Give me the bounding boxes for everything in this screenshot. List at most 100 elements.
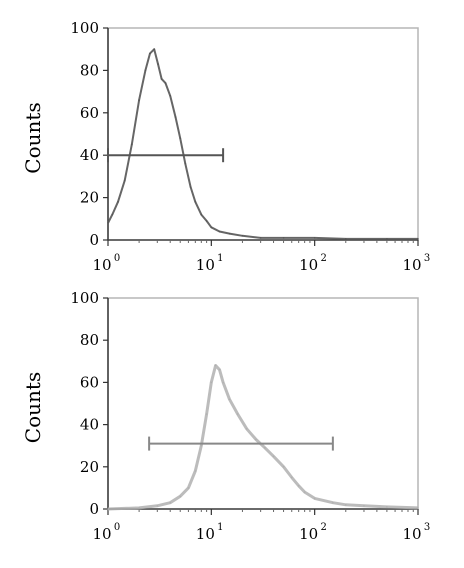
y-tick-label: 40 (80, 416, 99, 434)
y-axis-label: Counts (21, 102, 45, 173)
x-tick-exponent: 2 (320, 253, 326, 264)
y-tick-label: 40 (80, 146, 99, 164)
data-point (303, 491, 306, 493)
data-point (205, 413, 208, 415)
y-tick-label: 0 (89, 500, 99, 518)
data-point (157, 63, 159, 65)
x-tick-base: 10 (299, 256, 318, 274)
data-point (272, 455, 275, 458)
x-tick-base: 10 (92, 525, 111, 543)
data-point (153, 48, 156, 50)
data-point (417, 238, 419, 240)
x-tick-exponent: 2 (320, 522, 326, 533)
plot-frame (107, 27, 419, 241)
y-tick-label: 100 (70, 19, 99, 37)
data-point (156, 505, 159, 507)
data-point (179, 137, 182, 140)
data-point (218, 230, 221, 233)
data-point (214, 364, 217, 367)
data-point (189, 186, 192, 188)
x-tick-base: 10 (402, 256, 421, 274)
data-point (111, 213, 114, 216)
data-point (138, 99, 140, 101)
data-point (218, 368, 221, 371)
data-point (169, 501, 172, 504)
data-point (417, 507, 419, 509)
data-point (174, 116, 177, 118)
data-point (200, 444, 203, 447)
data-point (313, 237, 316, 239)
data-point (386, 506, 388, 508)
data-point (164, 82, 167, 84)
data-point (259, 237, 262, 239)
data-point (184, 162, 187, 165)
data-point (187, 487, 190, 489)
data-point (245, 428, 248, 430)
x-tick-base: 10 (299, 525, 318, 543)
data-point (255, 438, 257, 441)
x-tick-label: 10 3 (402, 253, 430, 274)
x-tick-exponent: 0 (114, 253, 120, 264)
data-point (210, 226, 213, 229)
y-tick-label: 60 (80, 104, 99, 122)
x-tick-exponent: 0 (114, 522, 120, 533)
data-point (194, 201, 197, 203)
histogram-line (107, 48, 418, 240)
data-point (205, 220, 208, 222)
y-tick-label: 20 (80, 189, 99, 207)
data-point (313, 497, 316, 500)
data-point (149, 52, 151, 55)
data-point (107, 508, 109, 510)
data-point (131, 143, 133, 146)
x-tick-base: 10 (196, 525, 215, 543)
histogram-line (107, 364, 419, 511)
data-point (236, 413, 239, 415)
data-point (107, 222, 109, 224)
data-point (386, 238, 388, 240)
x-tick-base: 10 (92, 256, 111, 274)
data-point (363, 505, 365, 507)
y-tick-label: 0 (89, 231, 99, 249)
data-point (117, 201, 119, 203)
x-tick-exponent: 1 (217, 253, 223, 264)
x-tick-exponent: 1 (217, 522, 223, 533)
data-point (297, 484, 300, 487)
data-point (144, 69, 147, 72)
y-tick-label: 80 (80, 331, 99, 349)
y-tick-label: 20 (80, 458, 99, 476)
data-point (179, 495, 182, 498)
gate-marker (148, 436, 334, 451)
x-tick-label: 10 0 (92, 253, 120, 274)
data-point (290, 476, 293, 479)
gate-marker (107, 148, 225, 163)
data-point (344, 238, 347, 240)
data-point (332, 501, 334, 504)
x-tick-exponent: 3 (424, 253, 430, 264)
y-tick-label: 100 (70, 289, 99, 307)
data-point (282, 237, 285, 239)
x-tick-label: 10 1 (196, 253, 224, 274)
data-point (123, 179, 126, 182)
x-tick-base: 10 (196, 256, 215, 274)
y-tick-label: 60 (80, 373, 99, 391)
y-axis-label: Counts (21, 372, 45, 443)
x-tick-label: 10 0 (92, 522, 120, 543)
data-point (222, 381, 224, 384)
data-point (241, 234, 244, 237)
data-point (138, 507, 140, 509)
data-point (344, 503, 347, 506)
data-point (228, 232, 231, 235)
x-tick-exponent: 3 (424, 522, 430, 533)
data-point (169, 95, 172, 97)
data-point (160, 78, 163, 80)
data-point (210, 381, 213, 384)
x-tick-label: 10 3 (402, 522, 430, 543)
x-tick-label: 10 2 (299, 522, 327, 543)
x-tick-base: 10 (402, 525, 421, 543)
x-tick-label: 10 2 (299, 253, 327, 274)
data-point (282, 466, 285, 468)
plot-frame (107, 297, 419, 510)
